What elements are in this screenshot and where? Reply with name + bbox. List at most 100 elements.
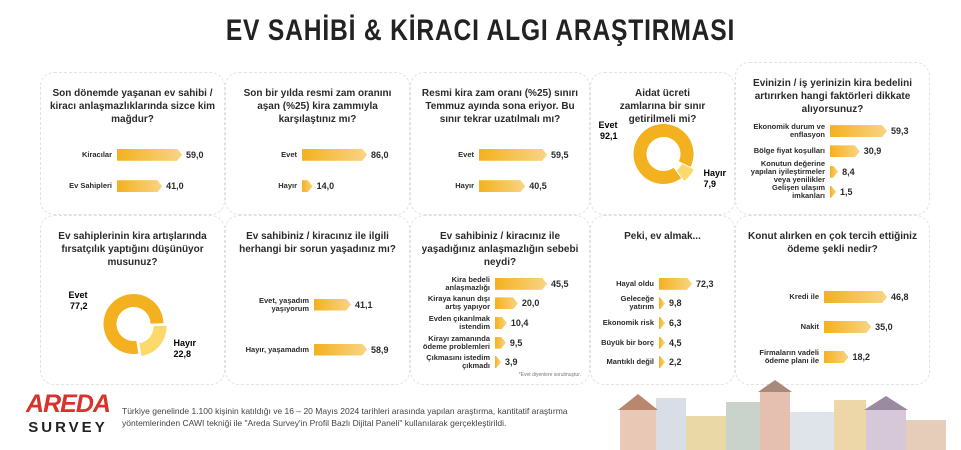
- bar-row: Bölge fiyat koşulları 30,9: [742, 143, 923, 159]
- bar-label: Mantıklı değil: [606, 357, 654, 367]
- value-label: 72,3: [696, 278, 714, 289]
- donut-slice: [633, 124, 694, 184]
- value-label: 9,8: [669, 298, 682, 309]
- slice-label: Hayır: [704, 168, 727, 178]
- bar: [830, 166, 838, 178]
- slice-label: Evet: [68, 290, 87, 300]
- bar-row: Çıkmasını istedim çıkmadı 3,9: [417, 354, 583, 370]
- bar-row: Konutun değerine yapılan iyileştirmeler …: [742, 159, 923, 183]
- panel-title: Ev sahiplerinin kira artışlarında fırsat…: [58, 231, 207, 268]
- value-label: 30,9: [863, 146, 882, 157]
- bar-row: Hayır 40,5: [417, 178, 583, 194]
- bar-row: Evden çıkarılmak istendim 10,4: [417, 313, 583, 331]
- value-label: 41,1: [354, 299, 373, 310]
- donut-slice: [139, 325, 167, 357]
- bar-label: Bölge fiyat koşulları: [753, 146, 825, 156]
- houses: [618, 380, 946, 450]
- bar: [830, 186, 836, 198]
- bar-row: Evet 59,5: [417, 147, 583, 163]
- value-label: 3,9: [505, 357, 518, 368]
- panel: Ev sahibiniz / kiracınız ile yaşadığınız…: [410, 215, 590, 385]
- bar: [495, 356, 501, 368]
- slice-value: 22,8: [174, 349, 192, 359]
- bar: [830, 125, 887, 137]
- footer-text: Türkiye genelinde 1.100 kişinin katıldığ…: [122, 406, 568, 428]
- bar-row: Kiracılar 59,0: [47, 147, 218, 163]
- panel-title: Evinizin / iş yerinizin kira bedelini ar…: [753, 78, 912, 115]
- bar-label: Kiracılar: [81, 149, 112, 159]
- bar-label: Evet: [458, 149, 474, 159]
- bar-row: Gelişen ulaşım imkanları 1,5: [742, 183, 923, 200]
- slice-value: 92,1: [600, 131, 618, 141]
- logo: AREDA SURVEY: [22, 390, 114, 436]
- panel: Peki, ev almak... Hayal oldu 72,3 Geleceğe …: [590, 215, 735, 385]
- bar: [824, 351, 849, 363]
- bar: [479, 180, 525, 192]
- bar: [302, 149, 367, 161]
- panel-title: Ev sahibiniz / kiracınız ile yaşadığınız…: [421, 231, 579, 268]
- panel: Ev sahibiniz / kiracınız ile ilgili herh…: [225, 215, 410, 385]
- bar: [495, 337, 506, 349]
- slice-label: Evet: [598, 120, 617, 130]
- value-label: 10,4: [510, 317, 529, 328]
- bar-row: Geleceğe yatırım 9,8: [597, 295, 728, 311]
- value-label: 46,8: [891, 292, 909, 302]
- panel: Evinizin / iş yerinizin kira bedelini ar…: [735, 62, 930, 215]
- panel-title: Son dönemde yaşanan ev sahibi / kiracı a…: [49, 88, 216, 125]
- note: *Evet diyenlere sorulmuştur.: [518, 372, 581, 378]
- bar: [824, 291, 887, 303]
- panel-title: Aidat ücreti zamlarına bir sınır getiril…: [619, 88, 706, 125]
- value-label: 40,5: [529, 181, 547, 192]
- bar-rows: Kiracılar 59,0 Ev Sahipleri 41,0: [47, 139, 218, 202]
- bar-label: Hayır: [455, 181, 474, 191]
- bar: [495, 297, 518, 309]
- value-label: 35,0: [875, 322, 893, 332]
- bar: [117, 180, 162, 192]
- bar-label: Kirayı zamanında ödeme problemleri: [422, 333, 490, 351]
- bar-row: Mantıklı değil 2,2: [597, 354, 728, 370]
- panel: Aidat ücreti zamlarına bir sınır getiril…: [590, 72, 735, 215]
- bar-row: Ekonomik risk 6,3: [597, 315, 728, 331]
- bar-label: Evden çıkarılmak istendim: [428, 313, 490, 331]
- bar-row: Büyük bir borç 4,5: [597, 335, 728, 351]
- bar-rows: Evet, yaşadım yaşıyorum 41,1 Hayır, yaşama…: [232, 282, 403, 372]
- value-label: 4,5: [669, 337, 682, 348]
- panel: Ev sahiplerinin kira artışlarında fırsat…: [40, 215, 225, 385]
- value-label: 59,3: [891, 126, 909, 137]
- bar-label: Nakit: [800, 322, 819, 331]
- value-label: 1,5: [840, 186, 853, 197]
- bar-label: Büyük bir borç: [601, 337, 654, 347]
- bar-label: Geleceğe yatırım: [620, 294, 654, 312]
- bar-row: Kirayı zamanında ödeme problemleri 9,5: [417, 333, 583, 351]
- bar-label: Kredi ile: [789, 292, 819, 301]
- bar: [302, 180, 313, 192]
- bar: [495, 317, 507, 329]
- bar-label: Hayır, yaşamadım: [245, 344, 309, 354]
- bar: [117, 149, 182, 161]
- bar-label: Kira bedeli anlaşmazlığı: [445, 274, 490, 292]
- bar: [479, 149, 547, 161]
- bar-label: Firmaların vadeli ödeme planı ile: [759, 348, 819, 365]
- panel-title: Ev sahibiniz / kiracınız ile ilgili herh…: [239, 231, 396, 255]
- bar-label: Ekonomik risk: [602, 317, 654, 327]
- bar-label: Kiraya kanun dışı artış yapıyor: [427, 294, 490, 312]
- value-label: 41,0: [166, 181, 184, 192]
- bar-label: Ev Sahipleri: [69, 181, 112, 191]
- value-label: 59,0: [186, 149, 204, 160]
- bar-rows: Evet 86,0 Hayır 14,0: [232, 139, 403, 202]
- bar-label: Evet: [281, 149, 297, 159]
- panel: Son dönemde yaşanan ev sahibi / kiracı a…: [40, 72, 225, 215]
- slice-label: Hayır: [174, 338, 197, 348]
- value-label: 58,9: [371, 344, 389, 355]
- bar: [659, 317, 665, 329]
- bar-label: Hayal oldu: [616, 278, 654, 288]
- bar-rows: Kira bedeli anlaşmazlığı 45,5 Kiraya kanun…: [417, 274, 583, 372]
- bar-row: Evet, yaşadım yaşıyorum 41,1: [232, 296, 403, 313]
- bar-row: Kira bedeli anlaşmazlığı 45,5: [417, 274, 583, 292]
- bar: [659, 278, 692, 290]
- value-label: 18,2: [852, 352, 871, 362]
- panel: Resmi kira zam oranı (%25) sınırı Temmuz…: [410, 72, 590, 215]
